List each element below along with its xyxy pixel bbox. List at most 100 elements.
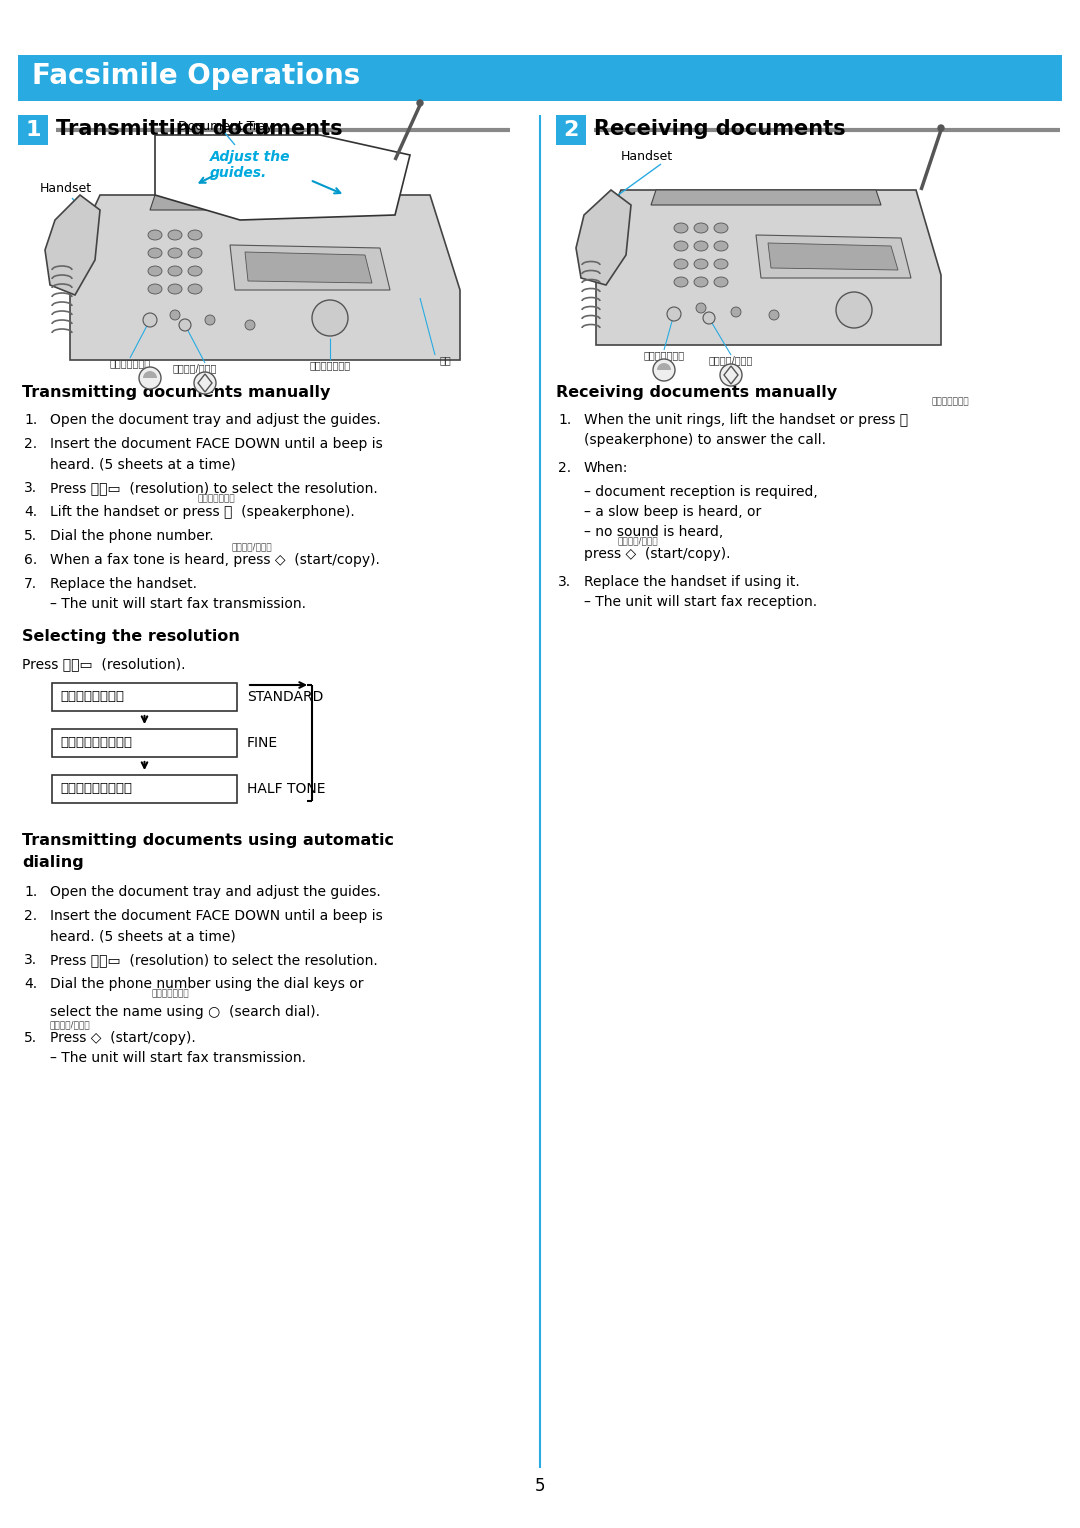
Ellipse shape xyxy=(188,248,202,258)
Ellipse shape xyxy=(714,223,728,232)
Circle shape xyxy=(720,364,742,387)
Text: くるくる電話帳: くるくる電話帳 xyxy=(152,989,190,998)
Bar xyxy=(18,55,1062,101)
Ellipse shape xyxy=(168,266,183,277)
Text: – The unit will start fax transmission.: – The unit will start fax transmission. xyxy=(50,597,306,611)
Text: Facsimile Operations: Facsimile Operations xyxy=(32,63,361,90)
Text: スタート/コピー: スタート/コピー xyxy=(618,536,659,545)
Circle shape xyxy=(939,125,944,131)
Text: Press 画質▭  (resolution).: Press 画質▭ (resolution). xyxy=(22,657,186,671)
Polygon shape xyxy=(576,189,631,286)
Circle shape xyxy=(731,307,741,316)
Polygon shape xyxy=(156,134,410,220)
Text: press ◇  (start/copy).: press ◇ (start/copy). xyxy=(584,547,730,561)
Text: 2.: 2. xyxy=(24,437,37,451)
Polygon shape xyxy=(756,235,912,278)
Circle shape xyxy=(194,371,216,394)
Ellipse shape xyxy=(168,284,183,293)
Text: 7.: 7. xyxy=(24,578,37,591)
Polygon shape xyxy=(45,196,100,295)
Text: スタート/コピー: スタート/コピー xyxy=(50,1021,91,1028)
Text: Dial the phone number using the dial keys or: Dial the phone number using the dial key… xyxy=(50,976,364,992)
Text: heard. (5 sheets at a time): heard. (5 sheets at a time) xyxy=(50,457,235,471)
Circle shape xyxy=(245,319,255,330)
Bar xyxy=(52,683,237,711)
Text: Press ◇  (start/copy).: Press ◇ (start/copy). xyxy=(50,1031,195,1045)
Text: Transmitting documents: Transmitting documents xyxy=(56,119,342,139)
Polygon shape xyxy=(596,189,941,345)
Text: Press 画質▭  (resolution) to select the resolution.: Press 画質▭ (resolution) to select the res… xyxy=(50,953,378,967)
Text: 5.: 5. xyxy=(24,529,37,542)
Circle shape xyxy=(653,359,675,380)
Bar xyxy=(52,775,237,804)
Text: 5.: 5. xyxy=(24,1031,37,1045)
Ellipse shape xyxy=(714,277,728,287)
Circle shape xyxy=(703,312,715,324)
Text: Handset: Handset xyxy=(621,150,673,163)
Text: Replace the handset.: Replace the handset. xyxy=(50,578,197,591)
Text: – The unit will start fax reception.: – The unit will start fax reception. xyxy=(584,594,818,610)
Circle shape xyxy=(170,310,180,319)
Circle shape xyxy=(696,303,706,313)
Text: くるくる電話帳: くるくる電話帳 xyxy=(310,361,351,370)
Ellipse shape xyxy=(168,248,183,258)
Ellipse shape xyxy=(148,231,162,240)
Text: (speakerphone) to answer the call.: (speakerphone) to answer the call. xyxy=(584,432,826,448)
Text: Transmitting documents manually: Transmitting documents manually xyxy=(22,385,330,400)
Text: Adjust the
guides.: Adjust the guides. xyxy=(210,150,291,180)
Text: Document Tray: Document Tray xyxy=(177,121,272,133)
Text: FINE: FINE xyxy=(247,736,279,750)
Text: カ゛シツ＝チイサイ: カ゛シツ＝チイサイ xyxy=(60,736,132,750)
Text: Handset: Handset xyxy=(40,182,92,196)
Circle shape xyxy=(836,292,872,329)
Text: – no sound is heard,: – no sound is heard, xyxy=(584,526,724,539)
Ellipse shape xyxy=(674,260,688,269)
Text: 1: 1 xyxy=(25,121,41,141)
Circle shape xyxy=(769,310,779,319)
Text: Receiving documents: Receiving documents xyxy=(594,119,846,139)
Ellipse shape xyxy=(148,266,162,277)
Circle shape xyxy=(667,307,681,321)
Ellipse shape xyxy=(714,260,728,269)
Ellipse shape xyxy=(674,277,688,287)
Polygon shape xyxy=(768,243,897,270)
Ellipse shape xyxy=(188,231,202,240)
Text: 2: 2 xyxy=(564,121,579,141)
Text: 3.: 3. xyxy=(24,481,37,495)
Text: 4.: 4. xyxy=(24,504,37,520)
Text: 3.: 3. xyxy=(24,953,37,967)
Text: 1.: 1. xyxy=(558,413,571,426)
Wedge shape xyxy=(143,371,157,377)
Text: HALF TONE: HALF TONE xyxy=(247,782,325,796)
Text: スピーカーホン: スピーカーホン xyxy=(197,494,234,503)
Text: カ゛シツ＝フツウ: カ゛シツ＝フツウ xyxy=(60,691,124,703)
Bar xyxy=(18,115,48,145)
Wedge shape xyxy=(657,364,671,370)
Text: Selecting the resolution: Selecting the resolution xyxy=(22,630,240,643)
Bar xyxy=(556,115,586,145)
Text: スタート/コピー: スタート/コピー xyxy=(232,542,272,552)
Bar xyxy=(52,729,237,756)
Text: When the unit rings, lift the handset or press ⓘ: When the unit rings, lift the handset or… xyxy=(584,413,908,426)
Ellipse shape xyxy=(694,277,708,287)
Text: 3.: 3. xyxy=(558,575,571,588)
Text: STANDARD: STANDARD xyxy=(247,691,323,704)
Text: Receiving documents manually: Receiving documents manually xyxy=(556,385,837,400)
Polygon shape xyxy=(245,252,372,283)
Text: スピーカーホン: スピーカーホン xyxy=(931,397,969,406)
Text: 2.: 2. xyxy=(558,461,571,475)
Ellipse shape xyxy=(168,231,183,240)
Polygon shape xyxy=(651,189,881,205)
Ellipse shape xyxy=(714,241,728,251)
Text: Open the document tray and adjust the guides.: Open the document tray and adjust the gu… xyxy=(50,885,381,898)
Text: スピーカーホン: スピーカーホン xyxy=(644,350,685,361)
Text: Open the document tray and adjust the guides.: Open the document tray and adjust the gu… xyxy=(50,413,381,426)
Text: 2.: 2. xyxy=(24,909,37,923)
Text: dialing: dialing xyxy=(22,856,84,869)
Text: Lift the handset or press ⓘ  (speakerphone).: Lift the handset or press ⓘ (speakerphon… xyxy=(50,504,354,520)
Ellipse shape xyxy=(674,241,688,251)
Text: 6.: 6. xyxy=(24,553,37,567)
Text: – document reception is required,: – document reception is required, xyxy=(584,484,818,500)
Polygon shape xyxy=(70,196,460,361)
Text: 画質: 画質 xyxy=(440,354,450,365)
